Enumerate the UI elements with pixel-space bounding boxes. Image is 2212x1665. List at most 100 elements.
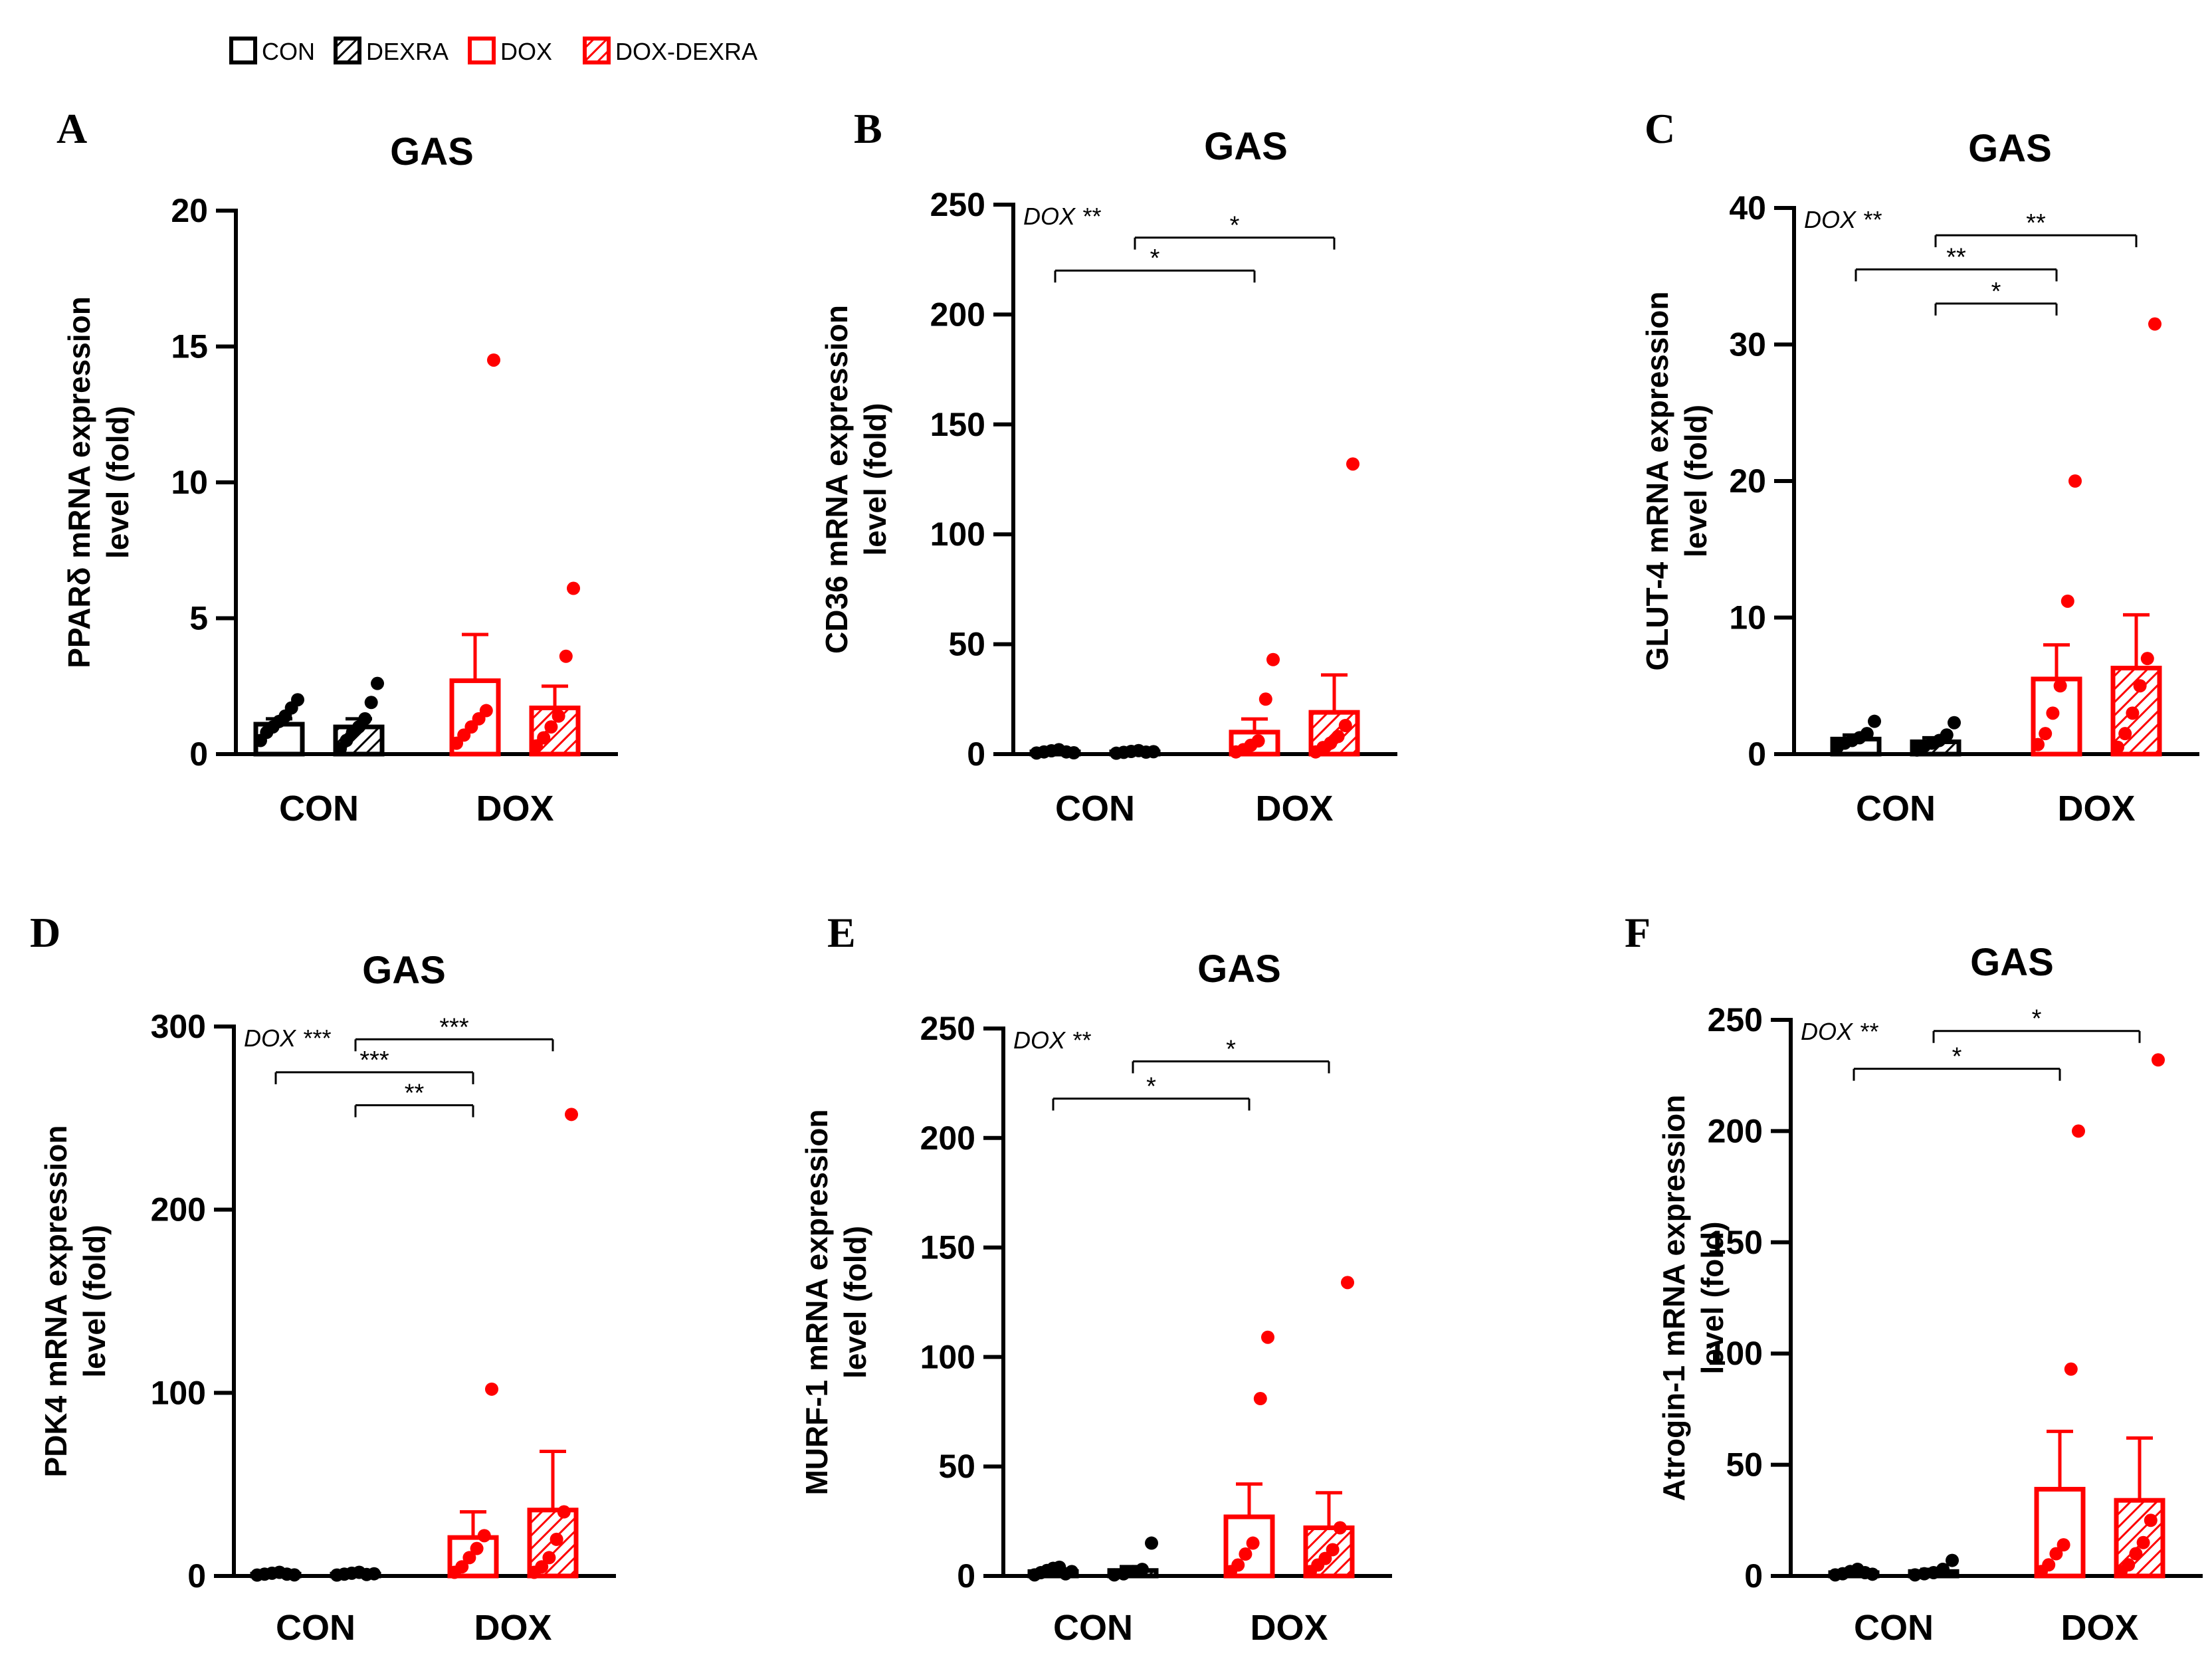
panel-b-point-dox-dexra [1331,730,1345,743]
panel-d-y-tick-label: 200 [151,1191,206,1228]
panel-e-point-dox [1261,1330,1274,1344]
panel-e-point-dexra [1145,1536,1158,1550]
panel-f-significance-label: * [2032,1005,2042,1033]
legend-label-dox-dexra: DOX-DEXRA [615,38,757,65]
panel-f-point-dox [2042,1558,2056,1572]
panel-a-point-dox [487,353,500,367]
panel-f-point-dox-dexra [2122,1558,2136,1572]
panel-b-y-tick-label: 100 [930,516,985,553]
legend-swatch-dox-dexra [583,37,611,64]
panel-b-point-con [1067,746,1080,760]
panel-c-point-dox-dexra [2118,727,2132,741]
panel-a-y-tick-label: 15 [171,328,208,365]
panel-d-y-tick-label: 0 [187,1557,206,1595]
panel-d-significance-bracket: *** [354,1013,554,1052]
panel-b-point-dox [1251,734,1265,748]
panel-b-y-label-line-1: CD36 mRNA expression [819,305,854,654]
panel-e-point-dox-dexra [1326,1543,1340,1557]
panel-a-y-tick-label: 20 [171,192,208,229]
panel-a-point-dox-dexra [552,709,565,723]
panel-d-point-dox [477,1529,491,1543]
panel-a-point-dox-dexra [537,731,551,745]
panel-c-dox-note: DOX ** [1804,206,1882,233]
panel-b-point-dox-dexra [1346,457,1359,471]
panel-c-significance-label: ** [2026,209,2046,237]
panel-f-point-dox [2072,1124,2085,1138]
panel-e-point-con [1065,1565,1078,1579]
panel-f-y-tick-label: 100 [1708,1335,1763,1372]
panel-b-title: GAS [1204,125,1288,168]
panel-c-y-tick-label: 30 [1729,326,1766,363]
panel-c-y-label: GLUT-4 mRNA expression level (fold) [1640,292,1713,671]
panel-f-x-category-con: CON [1854,1608,1934,1648]
panel-d-point-dexra [367,1567,381,1581]
panel-d-point-dox [462,1551,476,1565]
panel-e: E GAS MURF-1 mRNA expression level (fold) 0 5… [799,909,1392,1648]
panel-f-y-label: Atrogin-1 mRNA expression level (fold) [1657,1095,1730,1502]
panel-f-y-label-line-1: Atrogin-1 mRNA expression [1657,1095,1691,1502]
legend-swatch-con [229,37,257,64]
panel-e-dox-note: DOX ** [1013,1027,1091,1054]
panel-d-letter: D [30,909,60,956]
panel-f-point-dox [2064,1362,2078,1376]
panel-c-point-con [1868,714,1881,728]
panel-c-point-dox-dexra [2133,679,2147,693]
panel-c-point-dexra [1940,728,1954,742]
panel-e-significance-bracket: * [1052,1072,1251,1111]
panel-c-point-dox [2068,474,2082,488]
panel-d-y-label-line-2: level (fold) [77,1224,112,1377]
panel-e-point-dox [1231,1558,1245,1572]
panel-f-y-tick-label: 250 [1708,1001,1763,1038]
panel-e-y-tick-label: 250 [920,1010,975,1047]
panel-c-significance-label: ** [1946,243,1966,271]
panel-d-significance-bracket: *** [274,1046,474,1084]
panel-e-y-tick-label: 200 [920,1120,975,1157]
panel-f-title: GAS [1970,941,2054,984]
panel-f: F GAS Atrogin-1 mRNA expression level (fold… [1625,909,2203,1648]
panel-c-point-dexra [1948,716,1961,730]
panel-f-point-dox-dexra [2144,1514,2158,1527]
panel-a-y-tick-label: 5 [189,600,208,637]
panel-e-point-dox [1246,1536,1260,1550]
panel-e-point-dox-dexra [1341,1276,1354,1290]
panel-e-significance-label: * [1146,1072,1156,1100]
panel-f-y-tick-label: 200 [1708,1112,1763,1149]
panel-e-y-label-line-2: level (fold) [838,1226,872,1379]
panel-c-y-tick-label: 40 [1729,189,1766,227]
panel-a-point-dexra [371,676,384,690]
panel-d-y-label: PDK4 mRNA expression level (fold) [39,1125,112,1477]
panel-b: B GAS CD36 mRNA expression level (fold) 0 50 1… [819,105,1397,829]
panel-d-point-dox-dexra [535,1560,549,1574]
panel-c-point-dox-dexra [2140,652,2154,666]
panel-d-x-category-con: CON [276,1608,355,1648]
panel-a-point-dexra [358,712,372,726]
panel-b-y-label: CD36 mRNA expression level (fold) [819,305,892,654]
panel-c-significance-bracket: ** [1855,243,2058,282]
panel-a-y-label-line-1: PPARδ mRNA expression [62,296,96,668]
panel-b-x-category-con: CON [1055,789,1135,829]
panel-a-y-tick-label: 0 [189,735,208,773]
panel-d-point-dox-dexra [550,1532,563,1546]
panel-b-y-tick-label: 150 [930,406,985,443]
panel-a-y-label-line-2: level (fold) [100,406,135,559]
panel-c-point-dox [2053,679,2067,693]
panel-f-significance-bracket: * [1853,1043,2061,1081]
panel-f-point-con [1866,1567,1879,1581]
panel-b-y-tick-label: 250 [930,186,985,223]
panel-b-significance-bracket: * [1134,212,1336,250]
panel-c-point-dox [2061,594,2074,608]
panel-d-point-dox-dexra [557,1505,571,1519]
panel-c-point-dox [2031,737,2045,751]
panel-f-point-dox [2049,1547,2063,1561]
panel-f-point-dox-dexra [2136,1535,2150,1549]
panel-e-point-dox [1239,1547,1253,1561]
panel-f-y-label-line-2: level (fold) [1695,1221,1730,1374]
panel-c-significance-label: * [1991,278,2001,306]
panel-d-point-dox [455,1560,469,1574]
panel-c-y-tick-label: 20 [1729,462,1766,500]
panel-a-point-dexra [364,696,378,710]
legend: CON DEXRA DOX DOX-DEXRA [229,37,757,65]
panel-d-y-tick-label: 300 [151,1008,206,1045]
legend-swatch-dexra [334,37,361,64]
panel-a-y-label: PPARδ mRNA expression level (fold) [62,296,135,668]
